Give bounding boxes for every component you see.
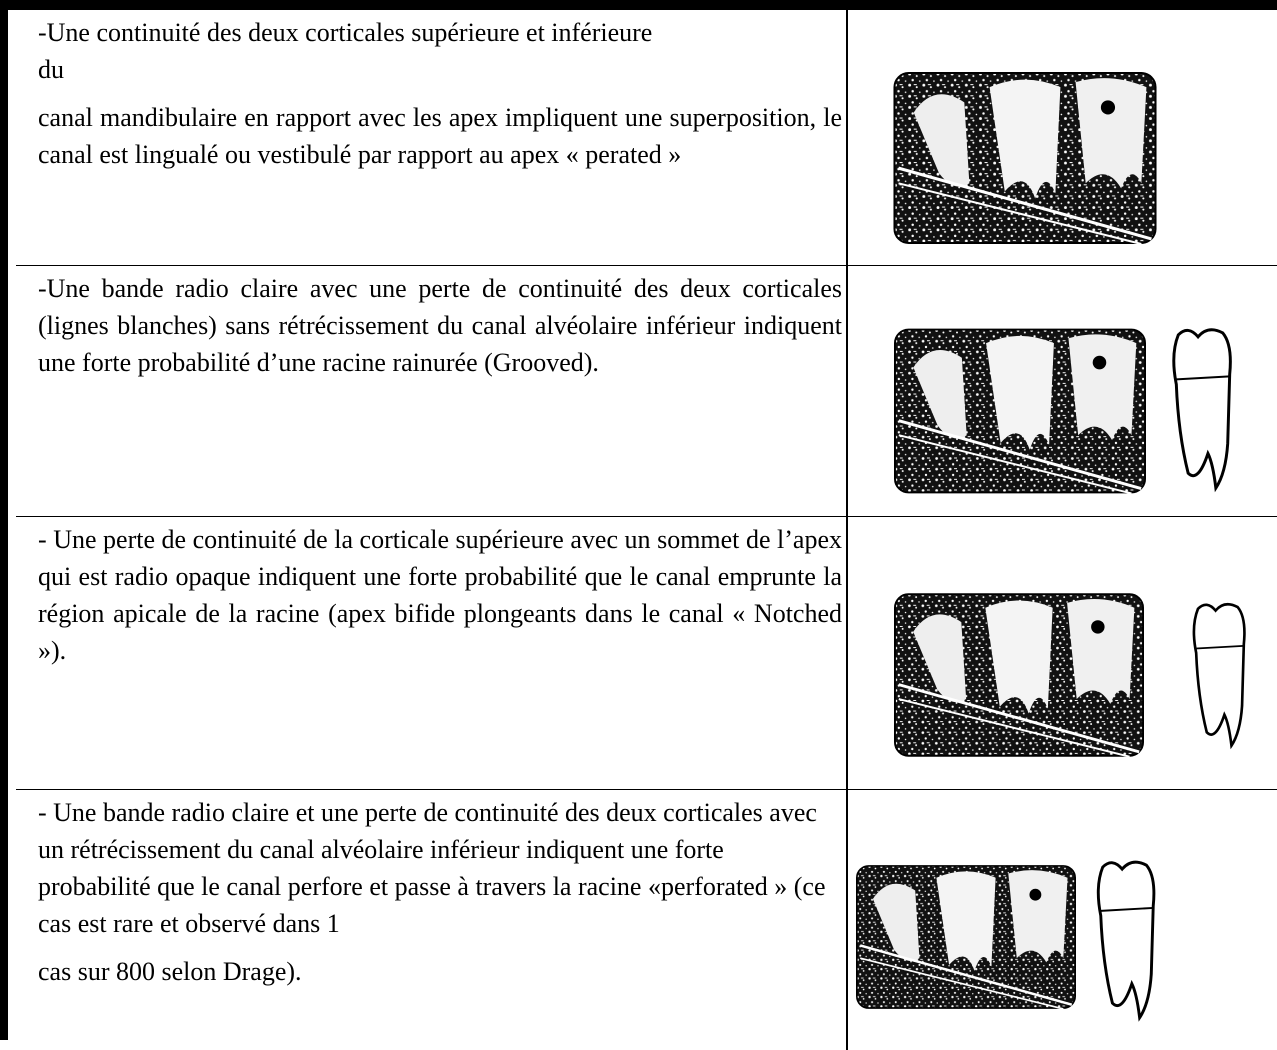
table-row: - Une perte de continuité de la cortical…: [16, 517, 1277, 790]
paragraph: cas sur 800 selon Drage).: [38, 957, 302, 986]
text-line: -Une continuité des deux corticales supé…: [38, 18, 653, 47]
text-cell: -Une continuité des deux corticales supé…: [16, 10, 848, 265]
paragraph: -Une continuité des deux corticales supé…: [38, 14, 842, 88]
paragraph: -Une bande radio claire avec une perte d…: [38, 274, 842, 377]
text-line: du: [38, 55, 64, 84]
paragraph: - Une bande radio claire et une perte de…: [38, 798, 826, 938]
figure-cell: [848, 790, 1277, 1050]
table-row: - Une bande radio claire et une perte de…: [16, 790, 1277, 1050]
tooth-drawing: [1192, 602, 1247, 748]
text-cell: - Une perte de continuité de la cortical…: [16, 517, 848, 789]
figure-cell: [848, 517, 1277, 789]
radiograph: [893, 72, 1157, 244]
radiograph: [894, 328, 1146, 495]
tooth-drawing: [1096, 860, 1156, 1020]
text-cell: - Une bande radio claire et une perte de…: [16, 790, 848, 1050]
table-row: -Une bande radio claire avec une perte d…: [16, 266, 1277, 517]
paragraph: - Une perte de continuité de la cortical…: [38, 525, 842, 665]
table-row: -Une continuité des deux corticales supé…: [16, 10, 1277, 266]
tooth-drawing: [1172, 328, 1232, 490]
figure-cell: [848, 10, 1277, 265]
paragraph: canal mandibulaire en rapport avec les a…: [38, 103, 842, 169]
text-cell: -Une bande radio claire avec une perte d…: [16, 266, 848, 516]
figure-cell: [848, 266, 1277, 516]
radiograph: [894, 592, 1144, 759]
radiograph: [856, 864, 1076, 1011]
